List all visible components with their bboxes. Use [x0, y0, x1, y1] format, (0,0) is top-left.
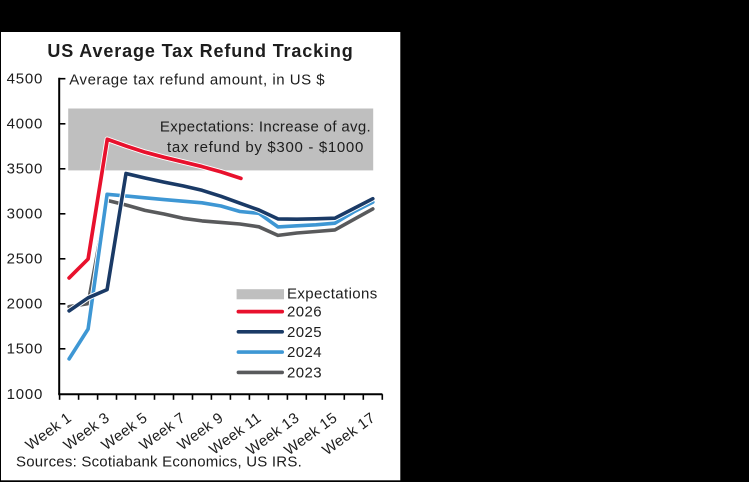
svg-text:2024: 2024	[287, 344, 322, 361]
svg-text:1500: 1500	[7, 341, 44, 358]
svg-text:tax refund by $300 - $1000: tax refund by $300 - $1000	[167, 139, 364, 156]
svg-text:2000: 2000	[7, 296, 44, 313]
svg-text:1000: 1000	[7, 386, 44, 403]
svg-text:2500: 2500	[7, 251, 44, 268]
svg-text:Average tax refund amount, in: Average tax refund amount, in US $	[69, 71, 325, 88]
svg-text:2023: 2023	[287, 364, 322, 381]
svg-text:4000: 4000	[7, 116, 44, 133]
svg-text:2025: 2025	[287, 324, 322, 341]
svg-text:4500: 4500	[7, 71, 44, 88]
svg-text:Expectations: Increase of avg.: Expectations: Increase of avg.	[160, 119, 371, 136]
svg-text:2026: 2026	[287, 304, 322, 321]
svg-text:3000: 3000	[7, 206, 44, 223]
svg-text:Expectations: Expectations	[287, 285, 378, 302]
svg-text:US Average Tax Refund Tracking: US Average Tax Refund Tracking	[47, 41, 353, 61]
svg-text:Sources: Scotiabank Economics,: Sources: Scotiabank Economics, US IRS.	[16, 453, 302, 470]
svg-text:3500: 3500	[7, 161, 44, 178]
